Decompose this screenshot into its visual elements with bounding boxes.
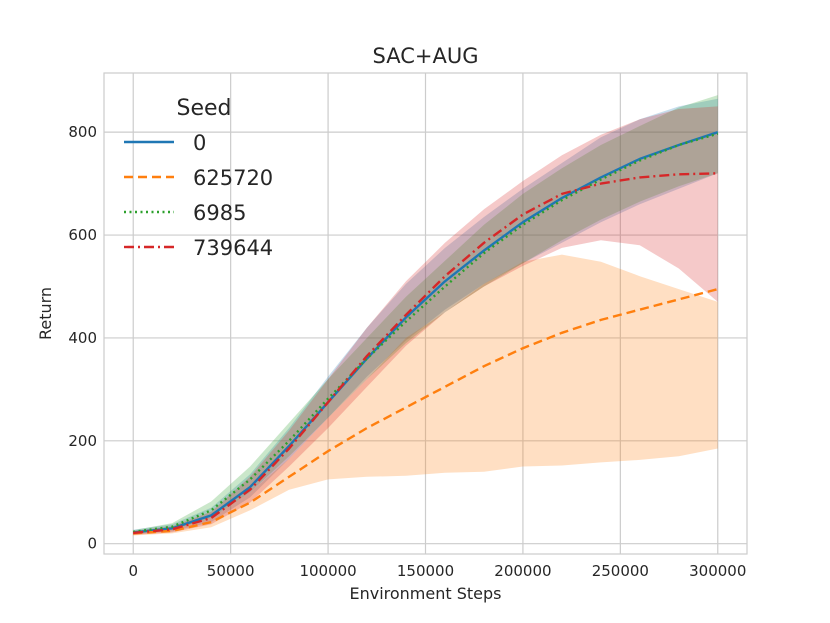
series-lines <box>133 131 719 535</box>
legend: Seed 0 625720 6985 739644 <box>124 96 273 260</box>
band-0 <box>133 98 718 535</box>
x-tick-label: 50000 <box>207 562 255 580</box>
y-tick-label: 600 <box>68 226 97 244</box>
y-axis-label: Return <box>36 287 55 340</box>
y-tick-label: 200 <box>68 432 97 450</box>
chart-title: SAC+AUG <box>373 44 479 68</box>
grid-lines <box>104 73 747 554</box>
series-line-6985 <box>133 132 719 534</box>
x-tick-label: 150000 <box>397 562 454 580</box>
legend-label-0: 0 <box>193 131 206 155</box>
band-625720 <box>133 254 718 536</box>
legend-label-6985: 6985 <box>193 201 246 225</box>
y-tick-label: 800 <box>68 123 97 141</box>
series-line-625720 <box>133 287 719 535</box>
band-6985 <box>133 95 718 534</box>
confidence-bands <box>133 95 718 536</box>
x-tick-label: 300000 <box>689 562 746 580</box>
y-axis-ticks: 0 200 400 600 800 <box>68 123 97 553</box>
x-tick-label: 250000 <box>592 562 649 580</box>
x-tick-label: 100000 <box>299 562 356 580</box>
legend-label-739644: 739644 <box>193 236 273 260</box>
y-tick-label: 0 <box>87 535 97 553</box>
x-tick-label: 0 <box>128 562 138 580</box>
legend-title: Seed <box>177 96 232 121</box>
x-axis-ticks: 0 50000 100000 150000 200000 250000 300000 <box>128 562 746 580</box>
series-line-0 <box>133 131 719 534</box>
x-axis-label: Environment Steps <box>349 584 501 603</box>
y-tick-label: 400 <box>68 329 97 347</box>
x-tick-label: 200000 <box>494 562 551 580</box>
legend-label-625720: 625720 <box>193 166 273 190</box>
band-739644 <box>133 106 718 536</box>
series-line-739644 <box>133 172 718 535</box>
